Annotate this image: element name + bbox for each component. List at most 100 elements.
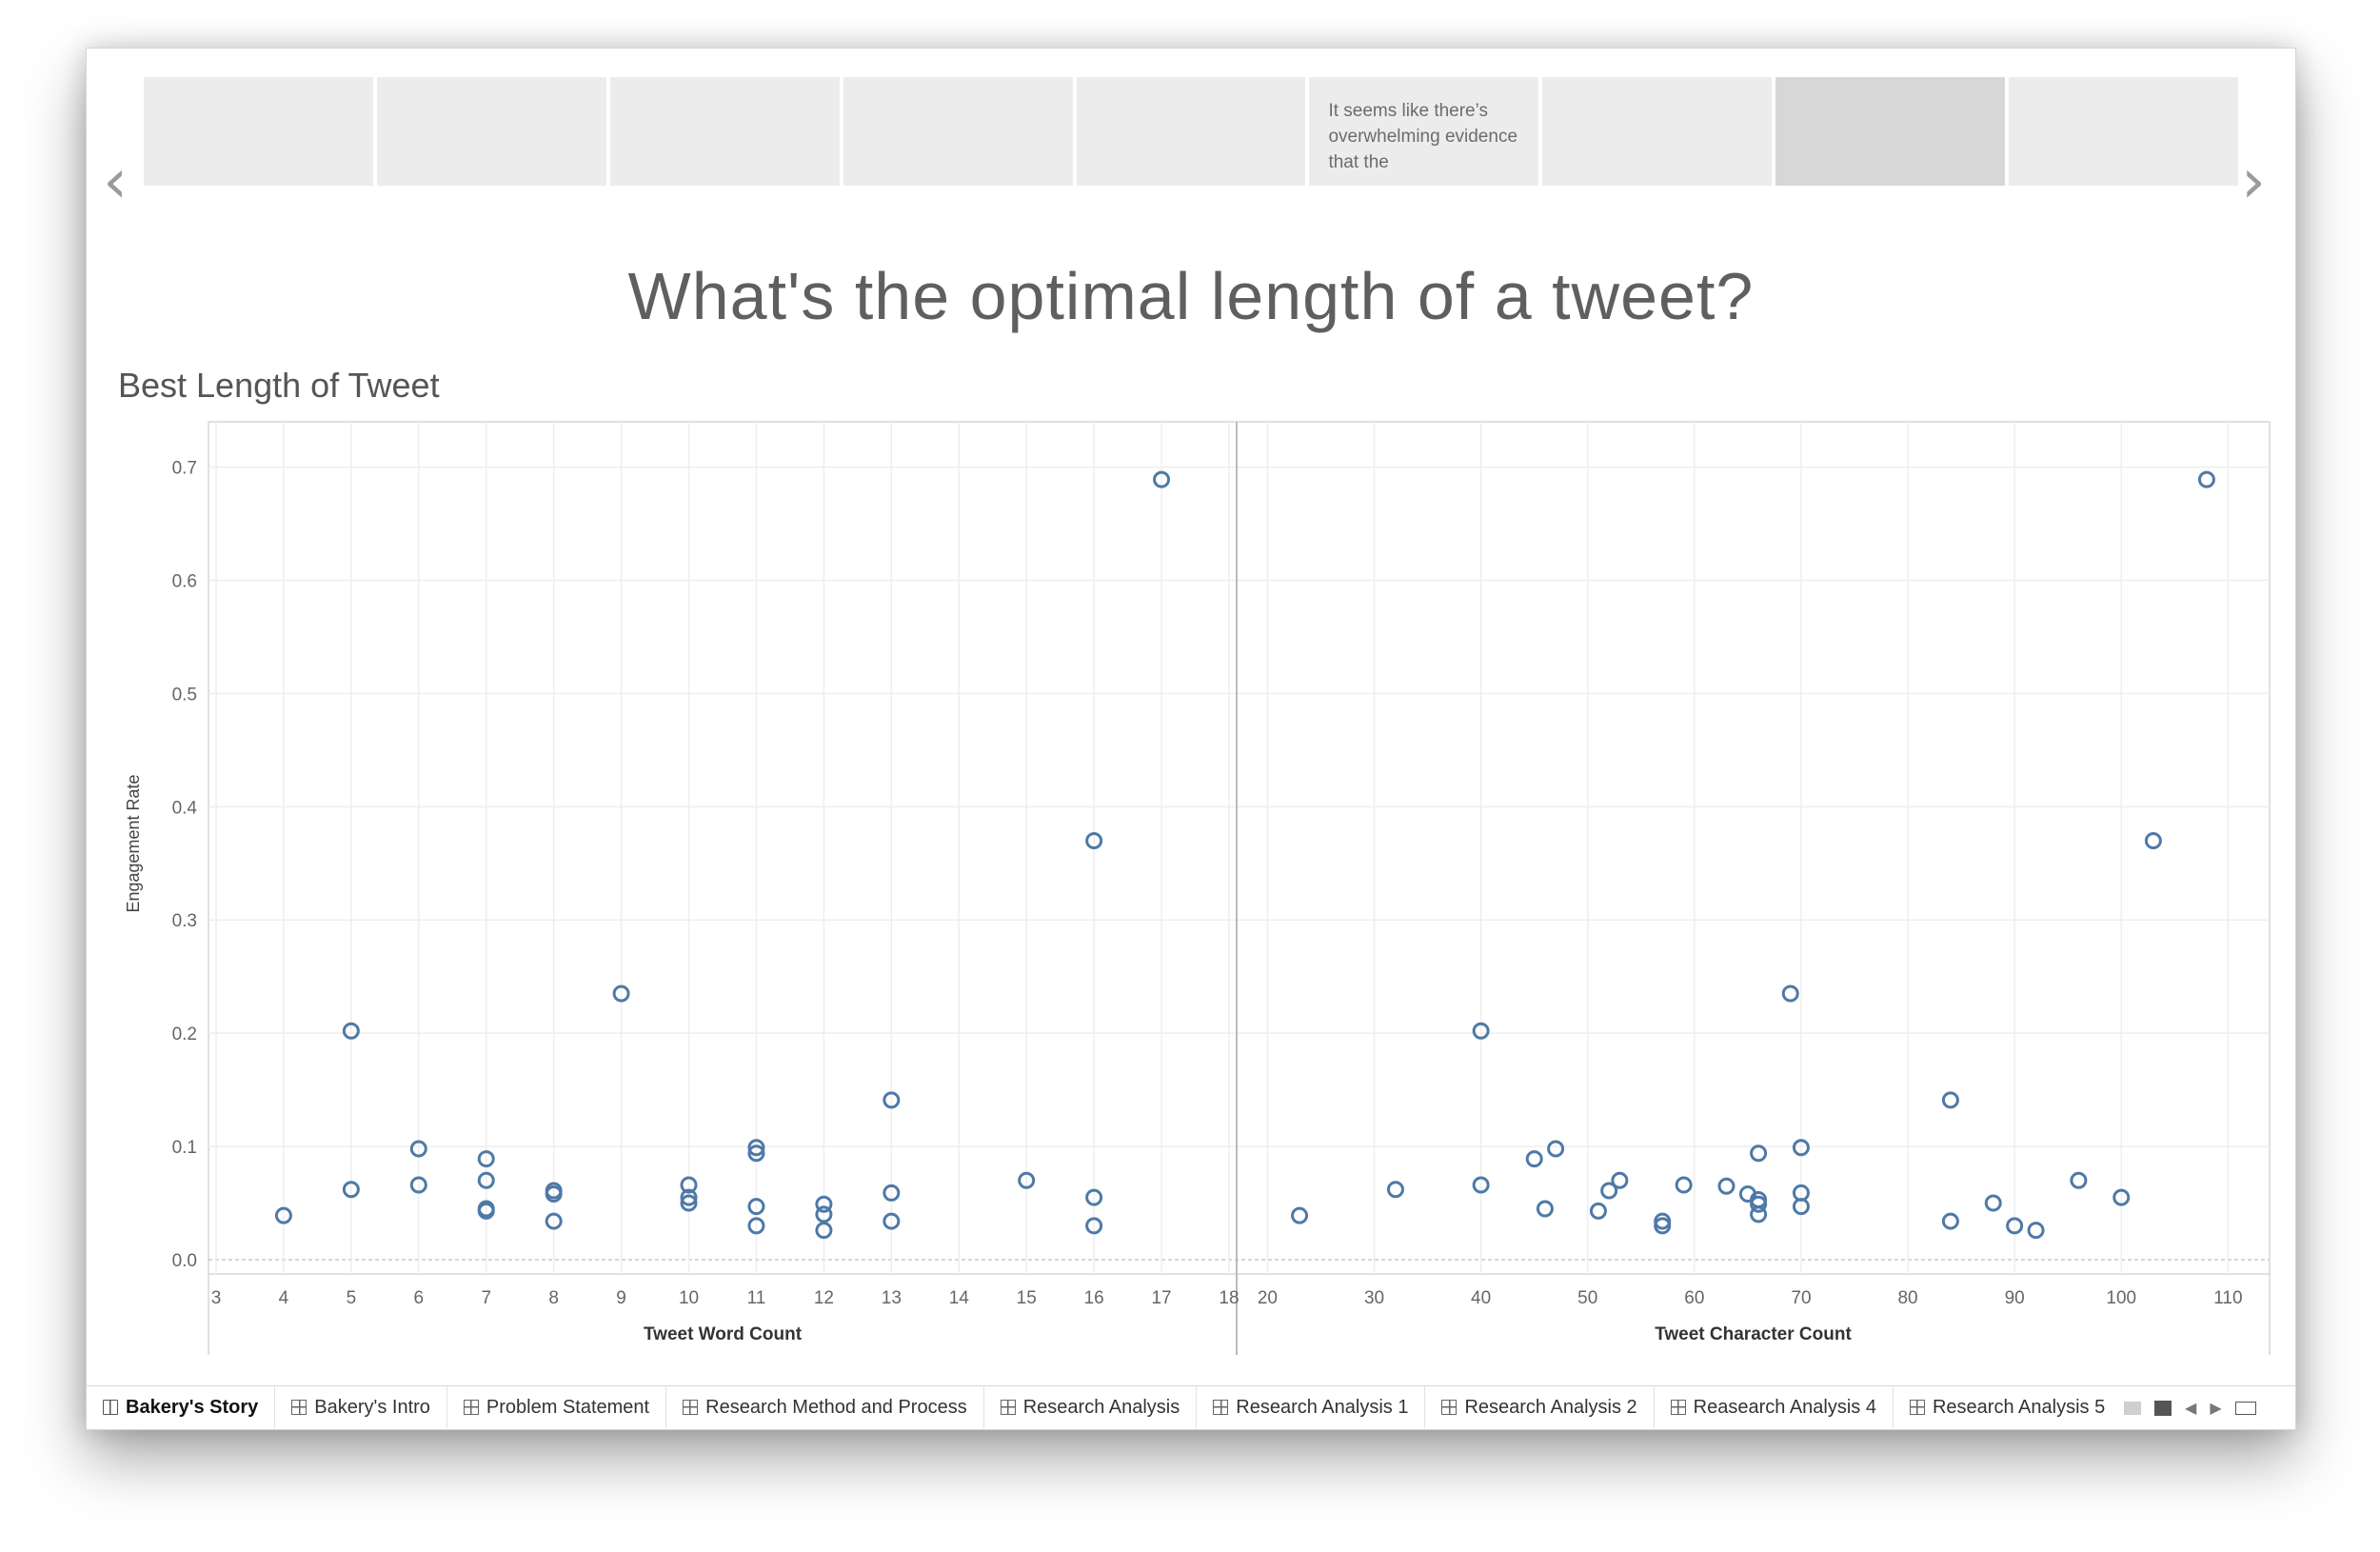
story-point-6[interactable]: It seems like there’s overwhelming evide…: [1309, 77, 1539, 186]
sheet-grid-icon: [463, 1400, 479, 1415]
tab-research-analysis-2[interactable]: Research Analysis 2: [1425, 1386, 1655, 1428]
x-tick-label: 70: [1791, 1288, 1811, 1308]
tab-bakery-s-intro[interactable]: Bakery's Intro: [275, 1386, 447, 1428]
y-tick-label: 0.3: [172, 911, 197, 931]
tab-research-analysis[interactable]: Research Analysis: [984, 1386, 1198, 1428]
data-point: [680, 1188, 698, 1206]
tab-bakery-s-story[interactable]: Bakery's Story: [87, 1386, 276, 1428]
sheet-grid-icon: [291, 1400, 307, 1415]
scroll-right-icon[interactable]: ▶: [2210, 1401, 2222, 1417]
y-tick-label: 0.1: [172, 1138, 197, 1158]
x-tick-label: 8: [548, 1288, 559, 1308]
tab-problem-statement[interactable]: Problem Statement: [447, 1386, 667, 1428]
data-point: [1386, 1181, 1404, 1199]
story-title: What's the optimal length of a tweet?: [627, 259, 1755, 333]
data-point: [342, 1022, 360, 1040]
sheet-grid-icon: [1670, 1400, 1686, 1415]
presentation-mode-icon[interactable]: [2234, 1402, 2256, 1415]
y-tick-label: 0.7: [172, 459, 197, 479]
data-point: [815, 1195, 833, 1213]
data-point: [1611, 1171, 1629, 1189]
tab-reasearch-analysis-4[interactable]: Reasearch Analysis 4: [1655, 1386, 1894, 1428]
data-point: [1750, 1144, 1768, 1163]
data-point: [2070, 1171, 2088, 1189]
chevron-left-icon[interactable]: ‹: [103, 147, 128, 217]
story-point-8[interactable]: [1775, 77, 2006, 186]
story-icon: [103, 1400, 118, 1415]
data-point: [680, 1176, 698, 1194]
sheet-title: Best Length of Tweet: [118, 366, 440, 405]
x-tick-label: 14: [949, 1288, 970, 1308]
data-point: [883, 1184, 901, 1202]
tab-label: Reasearch Analysis 4: [1693, 1396, 1876, 1418]
y-tick-label: 0.2: [172, 1025, 197, 1045]
story-navigator: It seems like there’s overwhelming evide…: [144, 77, 2239, 186]
sheet-grid-icon: [1000, 1400, 1016, 1415]
data-point: [477, 1150, 495, 1168]
x-tick-label: 13: [882, 1288, 902, 1308]
story-point-4[interactable]: [843, 77, 1073, 186]
x-tick-label: 110: [2213, 1288, 2242, 1308]
x-tick-label: 90: [2005, 1288, 2025, 1308]
data-point: [409, 1140, 427, 1158]
sheet-grid-icon: [1909, 1400, 1925, 1415]
data-point: [1018, 1171, 1036, 1189]
x-tick-label: 60: [1684, 1288, 1704, 1308]
data-point: [1291, 1206, 1309, 1224]
sheet-grid-icon: [683, 1400, 699, 1415]
data-point: [1472, 1176, 1490, 1194]
tab-research-analysis-1[interactable]: Research Analysis 1: [1197, 1386, 1426, 1428]
story-point-9[interactable]: [2009, 77, 2239, 186]
chevron-right-icon[interactable]: ›: [2241, 147, 2266, 217]
tab-research-method-and-process[interactable]: Research Method and Process: [666, 1386, 984, 1428]
data-point: [409, 1176, 427, 1194]
x-axis-label: Tweet Character Count: [1655, 1324, 1852, 1344]
data-point: [1600, 1182, 1618, 1200]
data-point: [1654, 1217, 1672, 1235]
tab-controls: ◀ ▶: [2124, 1386, 2256, 1429]
data-point: [1792, 1198, 1810, 1216]
story-point-3[interactable]: [609, 77, 840, 186]
x-tick-label: 7: [481, 1288, 491, 1308]
data-point: [815, 1222, 833, 1240]
data-point: [1085, 1188, 1103, 1206]
story-point-1[interactable]: [144, 77, 373, 186]
data-point: [680, 1194, 698, 1212]
story-point-7[interactable]: [1542, 77, 1773, 186]
story-window: ‹ It seems like there’s overwhelming evi…: [86, 48, 2296, 1430]
tab-label: Research Analysis 5: [1932, 1396, 2105, 1418]
sheet-tab-bar: Bakery's Story Bakery's Intro Problem Stat…: [87, 1385, 2295, 1429]
scroll-left-icon[interactable]: ◀: [2185, 1401, 2197, 1417]
x-tick-label: 100: [2106, 1288, 2136, 1308]
data-point: [747, 1198, 765, 1216]
data-point: [747, 1217, 765, 1235]
x-tick-label: 40: [1471, 1288, 1491, 1308]
sheet-grid-icon: [1441, 1400, 1458, 1415]
show-filmstrip-icon[interactable]: [2154, 1401, 2172, 1416]
x-tick-label: 20: [1258, 1288, 1278, 1308]
tab-research-analysis-5[interactable]: Research Analysis 5: [1894, 1386, 2105, 1428]
story-point-2[interactable]: [376, 77, 606, 186]
data-point: [1536, 1200, 1554, 1218]
sheet-tabs: Bakery's Story Bakery's Intro Problem Stat…: [87, 1386, 2105, 1429]
data-point: [545, 1185, 563, 1204]
x-tick-label: 80: [1897, 1288, 1917, 1308]
scatter-chart[interactable]: 0.0 0.1 0.2 0.3 0.4 0.5 0.6 0.7 Engagement Rate 3…: [87, 49, 2295, 1385]
x-tick-label: 50: [1577, 1288, 1597, 1308]
y-tick-label: 0.5: [172, 685, 197, 705]
x-axis-label: Tweet Word Count: [644, 1324, 803, 1344]
x-tick-label: 10: [679, 1288, 699, 1308]
tab-label: Problem Statement: [486, 1396, 650, 1418]
story-point-5[interactable]: [1076, 77, 1306, 186]
x-tick-label: 17: [1151, 1288, 1171, 1308]
data-point: [883, 1091, 901, 1109]
data-point: [1984, 1194, 2002, 1212]
x-tick-label: 3: [211, 1288, 222, 1308]
data-point: [747, 1139, 765, 1157]
data-point: [1781, 985, 1799, 1003]
data-point: [1547, 1140, 1565, 1158]
tab-label: Research Analysis: [1022, 1396, 1180, 1418]
data-point: [1750, 1195, 1768, 1213]
show-sheets-grid-icon[interactable]: [2124, 1402, 2141, 1415]
data-point: [1750, 1205, 1768, 1224]
